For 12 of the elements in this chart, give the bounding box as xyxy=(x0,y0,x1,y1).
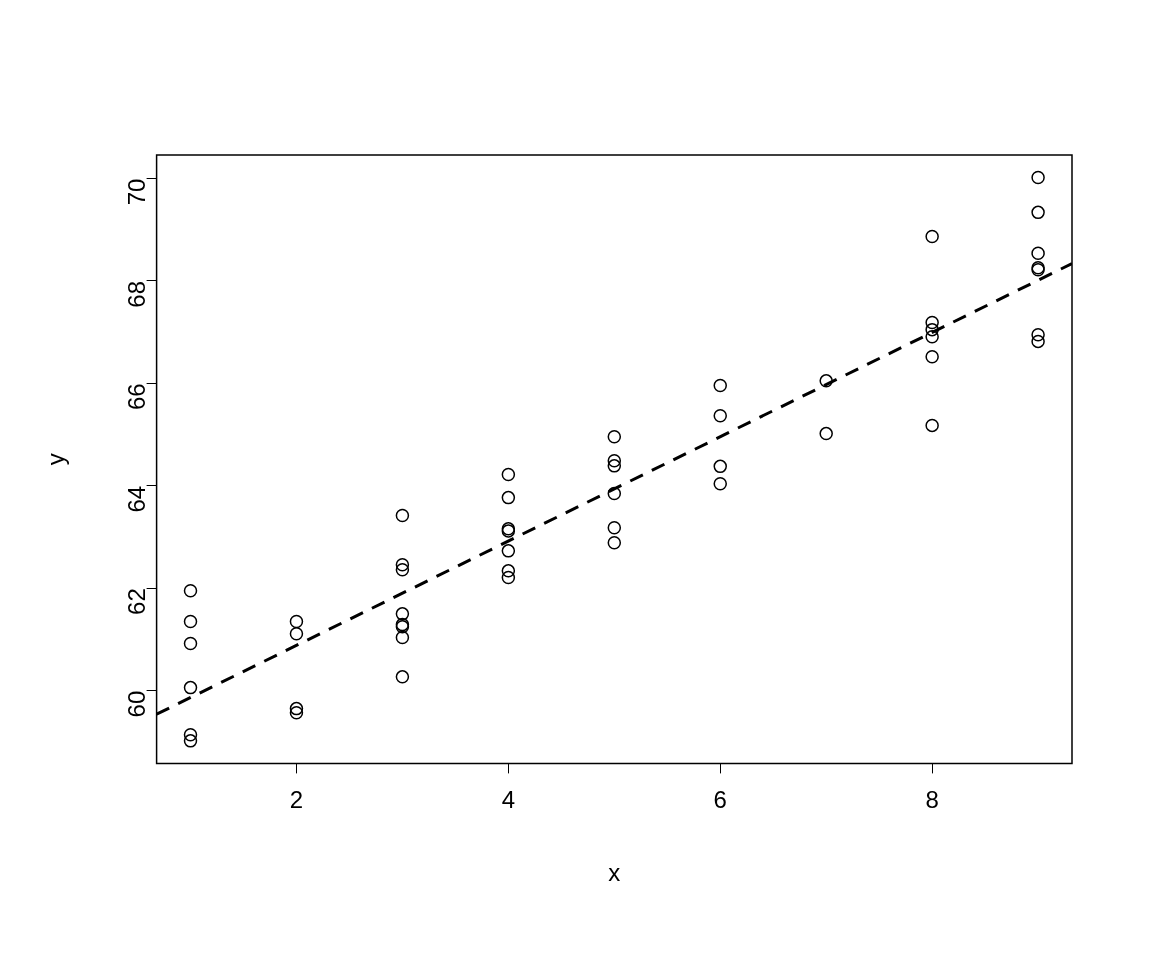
y-tick-label: 60 xyxy=(123,690,151,718)
x-tick-label: 4 xyxy=(501,786,516,814)
x-tick-label: 6 xyxy=(713,786,727,814)
x-axis-title: x xyxy=(608,859,621,887)
y-tick-label: 68 xyxy=(123,280,151,308)
y-tick-label: 70 xyxy=(123,178,151,206)
y-tick-label: 66 xyxy=(123,383,151,411)
y-tick-label: 62 xyxy=(123,588,151,615)
x-tick-label: 2 xyxy=(289,786,304,814)
y-tick-label: 64 xyxy=(123,485,151,513)
y-axis-title: y xyxy=(42,453,70,466)
x-tick-label: 8 xyxy=(925,786,939,814)
